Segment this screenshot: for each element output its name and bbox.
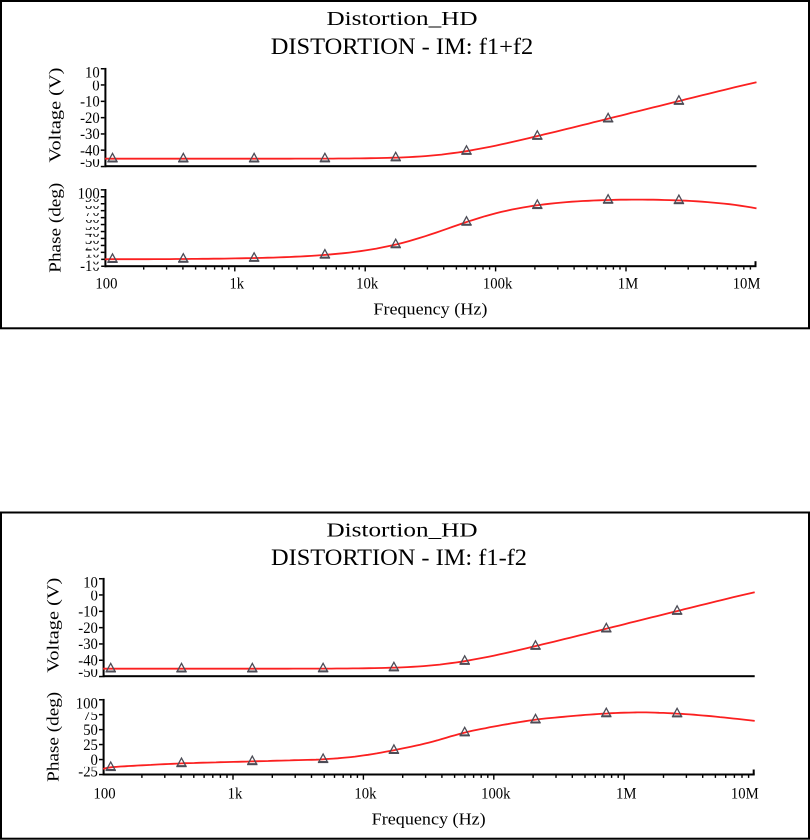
svg-text:0: 0 bbox=[92, 252, 99, 269]
svg-text:Voltage (V): Voltage (V) bbox=[44, 578, 63, 673]
svg-text:Distortion_HD: Distortion_HD bbox=[327, 9, 478, 30]
svg-text:-20: -20 bbox=[78, 620, 98, 637]
svg-text:50: 50 bbox=[85, 217, 100, 234]
svg-text:-20: -20 bbox=[80, 110, 100, 127]
svg-text:-40: -40 bbox=[78, 653, 98, 670]
svg-text:1M: 1M bbox=[616, 785, 637, 802]
svg-text:0: 0 bbox=[91, 587, 98, 604]
svg-text:-25: -25 bbox=[78, 764, 98, 781]
svg-text:-50: -50 bbox=[78, 664, 98, 681]
svg-text:90: 90 bbox=[85, 189, 100, 206]
svg-text:10: 10 bbox=[85, 245, 100, 262]
svg-text:10k: 10k bbox=[356, 275, 378, 292]
svg-text:Phase (deg): Phase (deg) bbox=[44, 692, 63, 782]
svg-text:-50: -50 bbox=[80, 154, 100, 171]
svg-text:100: 100 bbox=[78, 185, 100, 202]
svg-text:80: 80 bbox=[85, 196, 100, 213]
svg-text:20: 20 bbox=[85, 238, 100, 255]
svg-text:70: 70 bbox=[85, 203, 100, 220]
svg-text:Distortion_HD: Distortion_HD bbox=[327, 521, 478, 542]
svg-text:60: 60 bbox=[85, 210, 100, 227]
svg-text:40: 40 bbox=[85, 224, 100, 241]
svg-text:DISTORTION - IM: f1-f2: DISTORTION - IM: f1-f2 bbox=[271, 545, 527, 570]
svg-text:10M: 10M bbox=[731, 785, 759, 802]
svg-text:50: 50 bbox=[83, 722, 98, 739]
svg-text:30: 30 bbox=[85, 231, 100, 248]
svg-text:1M: 1M bbox=[618, 275, 639, 292]
svg-text:Frequency (Hz): Frequency (Hz) bbox=[372, 809, 486, 828]
svg-text:100: 100 bbox=[95, 275, 117, 292]
svg-text:Voltage (V): Voltage (V) bbox=[46, 68, 65, 163]
svg-text:-10: -10 bbox=[78, 604, 98, 621]
svg-text:10M: 10M bbox=[733, 275, 761, 292]
svg-text:-40: -40 bbox=[80, 143, 100, 160]
svg-text:Frequency (Hz): Frequency (Hz) bbox=[373, 299, 487, 318]
svg-text:100: 100 bbox=[94, 785, 116, 802]
svg-text:25: 25 bbox=[83, 737, 98, 754]
svg-text:100k: 100k bbox=[483, 275, 512, 292]
svg-text:1k: 1k bbox=[228, 785, 243, 802]
svg-text:1k: 1k bbox=[229, 275, 244, 292]
svg-text:-10: -10 bbox=[80, 94, 100, 111]
svg-text:10: 10 bbox=[83, 575, 98, 592]
svg-text:-30: -30 bbox=[78, 636, 98, 653]
svg-text:100k: 100k bbox=[481, 785, 510, 802]
svg-text:100: 100 bbox=[76, 695, 98, 712]
svg-text:-30: -30 bbox=[80, 126, 100, 143]
svg-text:0: 0 bbox=[92, 77, 99, 94]
svg-text:10: 10 bbox=[85, 65, 100, 82]
svg-text:Phase (deg): Phase (deg) bbox=[46, 183, 65, 273]
svg-text:75: 75 bbox=[83, 707, 98, 724]
svg-text:10k: 10k bbox=[354, 785, 376, 802]
svg-text:0: 0 bbox=[91, 752, 98, 769]
svg-text:DISTORTION - IM: f1+f2: DISTORTION - IM: f1+f2 bbox=[271, 34, 534, 59]
